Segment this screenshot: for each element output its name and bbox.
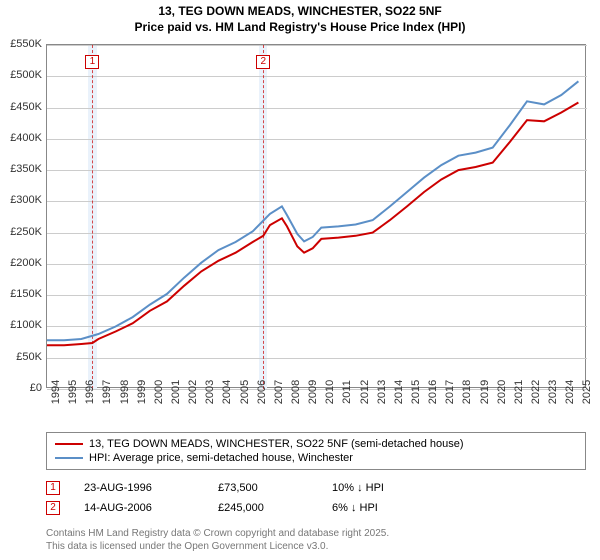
sale-hpi-diff: 6% ↓ HPI (332, 502, 452, 514)
x-tick-label: 2024 (564, 380, 576, 404)
x-tick-label: 1994 (50, 380, 62, 404)
x-tick-label: 1998 (119, 380, 131, 404)
x-tick-label: 2023 (547, 380, 559, 404)
legend-swatch (55, 457, 83, 459)
legend-item: 13, TEG DOWN MEADS, WINCHESTER, SO22 5NF… (55, 437, 577, 451)
sales-table: 1 23-AUG-1996 £73,500 10% ↓ HPI 2 14-AUG-2006… (46, 478, 586, 518)
x-tick-label: 2017 (444, 380, 456, 404)
sale-date: 23-AUG-1996 (84, 482, 194, 494)
y-tick-label: £150K (10, 288, 42, 300)
footer-attribution: Contains HM Land Registry data © Crown c… (46, 528, 586, 553)
x-tick-label: 2007 (273, 380, 285, 404)
x-tick-label: 2015 (410, 380, 422, 404)
sale-marker-icon: 1 (46, 481, 60, 495)
x-tick-label: 2016 (427, 380, 439, 404)
x-tick-label: 2018 (461, 380, 473, 404)
y-tick-label: £250K (10, 226, 42, 238)
y-tick-label: £500K (10, 69, 42, 81)
x-tick-label: 2009 (307, 380, 319, 404)
x-tick-label: 1997 (101, 380, 113, 404)
chart-container: 13, TEG DOWN MEADS, WINCHESTER, SO22 5NF… (0, 0, 600, 560)
x-tick-label: 2002 (187, 380, 199, 404)
x-tick-label: 2014 (393, 380, 405, 404)
series-line-hpi (47, 81, 578, 340)
legend-label: 13, TEG DOWN MEADS, WINCHESTER, SO22 5NF… (89, 438, 464, 450)
legend-item: HPI: Average price, semi-detached house,… (55, 451, 577, 465)
y-tick-label: £50K (16, 351, 42, 363)
x-tick-label: 2022 (530, 380, 542, 404)
y-tick-label: £350K (10, 163, 42, 175)
legend-box: 13, TEG DOWN MEADS, WINCHESTER, SO22 5NF… (46, 432, 586, 470)
y-tick-label: £400K (10, 132, 42, 144)
sale-row: 2 14-AUG-2006 £245,000 6% ↓ HPI (46, 498, 586, 518)
x-tick-label: 2012 (359, 380, 371, 404)
x-tick-label: 2008 (290, 380, 302, 404)
chart-title-line2: Price paid vs. HM Land Registry's House … (0, 20, 600, 36)
x-tick-label: 1995 (67, 380, 79, 404)
sale-marker-icon: 2 (46, 501, 60, 515)
x-tick-label: 2011 (341, 380, 353, 404)
x-tick-label: 2000 (153, 380, 165, 404)
x-tick-label: 2005 (239, 380, 251, 404)
plot-lines (47, 45, 587, 389)
x-tick-label: 2019 (479, 380, 491, 404)
sale-price: £245,000 (218, 502, 308, 514)
x-tick-label: 2021 (513, 380, 525, 404)
sale-date: 14-AUG-2006 (84, 502, 194, 514)
sale-hpi-diff: 10% ↓ HPI (332, 482, 452, 494)
chart-area: 12 £0£50K£100K£150K£200K£250K£300K£350K£… (46, 44, 586, 388)
x-tick-label: 2025 (581, 380, 593, 404)
footer-line2: This data is licensed under the Open Gov… (46, 541, 586, 554)
x-tick-label: 2001 (170, 380, 182, 404)
x-tick-label: 2010 (324, 380, 336, 404)
chart-title-line1: 13, TEG DOWN MEADS, WINCHESTER, SO22 5NF (0, 4, 600, 20)
y-tick-label: £300K (10, 194, 42, 206)
legend-label: HPI: Average price, semi-detached house,… (89, 452, 353, 464)
plot-region: 12 (46, 44, 586, 388)
y-tick-label: £0 (30, 382, 42, 394)
chart-title-block: 13, TEG DOWN MEADS, WINCHESTER, SO22 5NF… (0, 0, 600, 35)
y-tick-label: £100K (10, 319, 42, 331)
legend-swatch (55, 443, 83, 445)
y-tick-label: £200K (10, 257, 42, 269)
y-tick-label: £550K (10, 38, 42, 50)
y-tick-label: £450K (10, 101, 42, 113)
sale-row: 1 23-AUG-1996 £73,500 10% ↓ HPI (46, 478, 586, 498)
footer-line1: Contains HM Land Registry data © Crown c… (46, 528, 586, 541)
sale-price: £73,500 (218, 482, 308, 494)
x-tick-label: 1996 (84, 380, 96, 404)
x-tick-label: 2013 (376, 380, 388, 404)
x-tick-label: 2003 (204, 380, 216, 404)
x-tick-label: 1999 (136, 380, 148, 404)
x-tick-label: 2006 (256, 380, 268, 404)
x-tick-label: 2004 (221, 380, 233, 404)
x-tick-label: 2020 (496, 380, 508, 404)
